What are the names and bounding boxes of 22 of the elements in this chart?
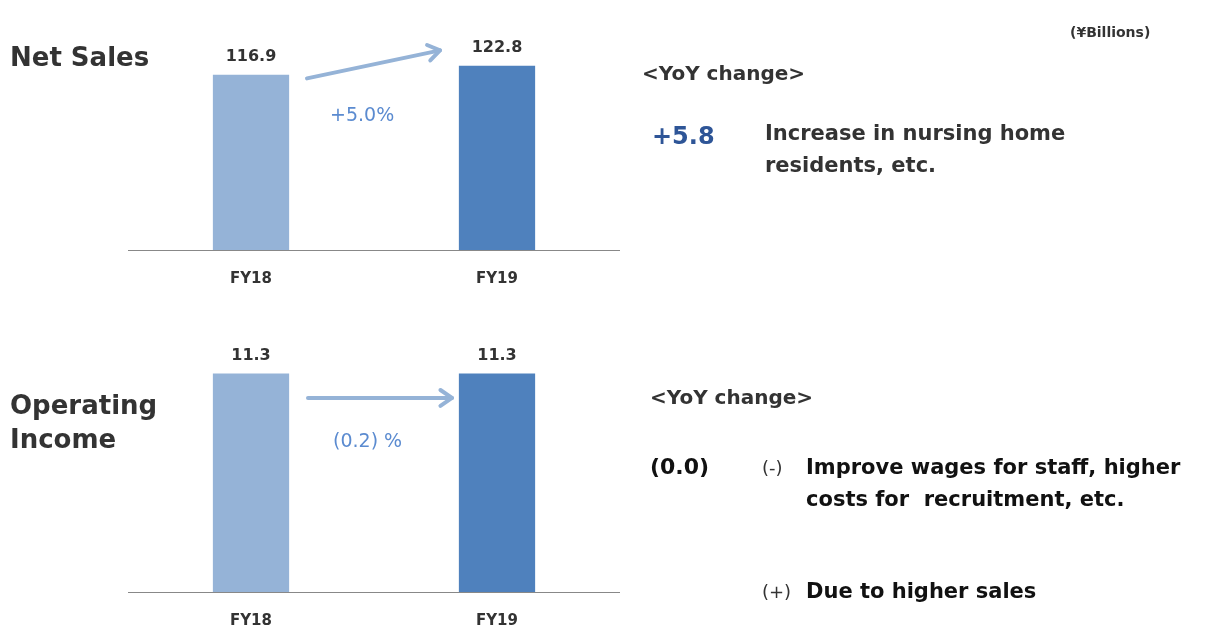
chart-title: Net Sales [10, 41, 151, 74]
text: Increase in nursing home residents, etc. [765, 120, 1067, 179]
x-tick-label: FY18 [230, 268, 272, 287]
text: (-) [762, 456, 783, 480]
text: (¥Billions) [1070, 23, 1151, 42]
text: <YoY change> [650, 384, 814, 411]
text: (0.0) [650, 453, 710, 481]
data-label: 116.9 [225, 45, 277, 65]
annotation: (0.2) % [333, 428, 403, 453]
data-label: 11.3 [231, 344, 271, 364]
text: <YoY change> [642, 60, 806, 87]
data-label: 122.8 [471, 36, 523, 56]
data-label: 11.3 [477, 344, 517, 364]
text: Due to higher sales [806, 578, 1037, 605]
text: Operating Income [10, 389, 159, 456]
annotation: +5.0% [330, 102, 395, 127]
text: (+) [762, 580, 792, 604]
x-tick-label: FY19 [476, 268, 518, 287]
text: Improve wages for staff, higher costs for recruitment, etc. [806, 454, 1182, 513]
x-tick-label: FY19 [476, 610, 518, 629]
x-tick-label: FY18 [230, 610, 272, 629]
text: +5.8 [652, 121, 715, 152]
